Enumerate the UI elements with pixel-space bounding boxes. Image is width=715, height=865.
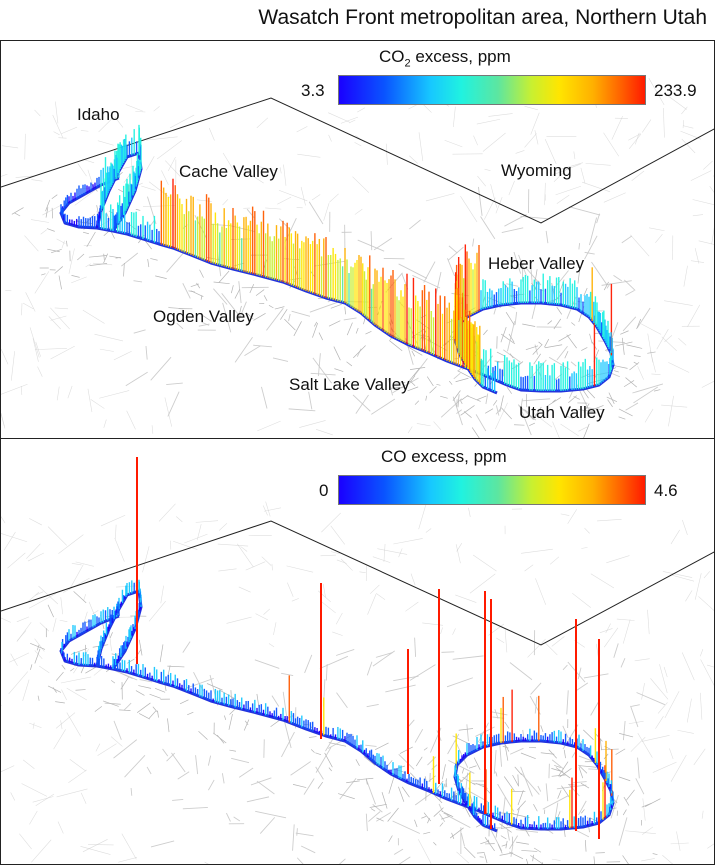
co2-colorbar (338, 75, 646, 105)
concentration-spikes (60, 124, 614, 392)
transect-route-line (59, 176, 615, 395)
label-utah-valley: Utah Valley (519, 403, 605, 422)
label-idaho: Idaho (77, 105, 120, 124)
co-map-panel: CO excess, ppm 0 4.6 (0, 438, 715, 865)
road-network (1, 499, 714, 864)
label-wyoming: Wyoming (501, 161, 572, 180)
label-heber-valley: Heber Valley (488, 254, 585, 273)
transect-route-line (59, 614, 615, 833)
co-colorbar-title: CO excess, ppm (381, 447, 507, 466)
label-salt-lake-valley: Salt Lake Valley (289, 375, 410, 394)
co-colorbar (338, 475, 646, 505)
label-cache-valley: Cache Valley (179, 162, 278, 181)
co-map-plot (1, 457, 714, 864)
figure-title: Wasatch Front metropolitan area, Norther… (258, 6, 707, 29)
co2-map-panel: CO2 excess, ppm 3.3 233.9 Idaho Cache Va… (0, 40, 715, 439)
co2-colorbar-max: 233.9 (654, 81, 697, 100)
co-colorbar-max: 4.6 (654, 481, 678, 500)
co2-colorbar-title: CO2 excess, ppm (379, 47, 511, 70)
co2-map-plot (1, 78, 714, 438)
co2-colorbar-min: 3.3 (301, 81, 325, 100)
co-colorbar-min: 0 (319, 481, 329, 500)
label-ogden-valley: Ogden Valley (153, 307, 254, 326)
state-border-line (1, 520, 714, 646)
concentration-spikes (60, 579, 614, 830)
